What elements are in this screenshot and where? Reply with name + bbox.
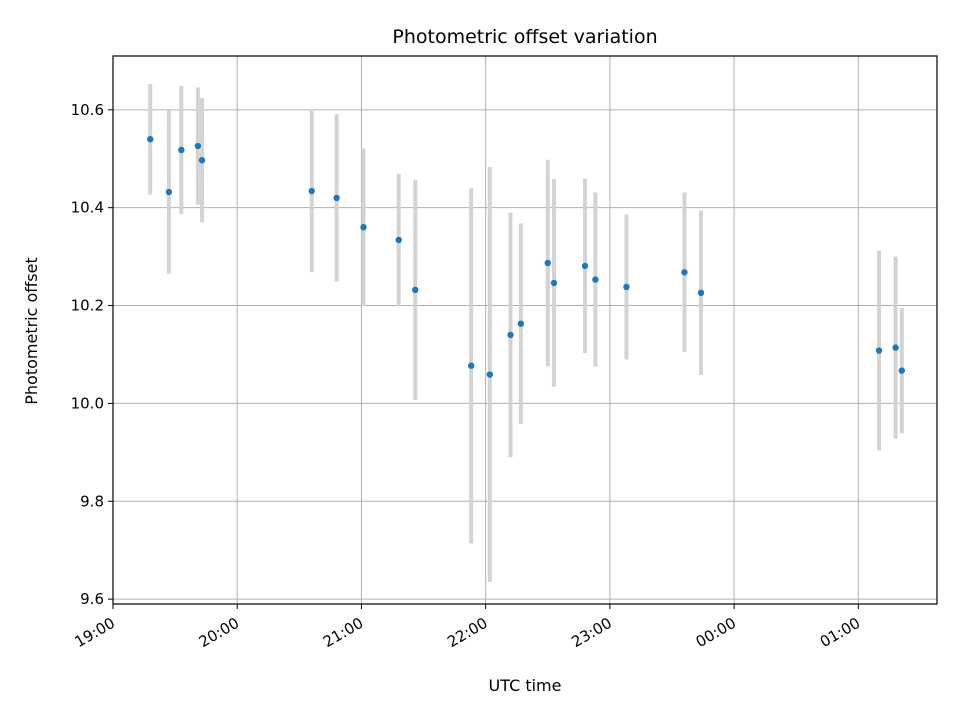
x-axis-label: UTC time: [489, 676, 562, 695]
data-point: [681, 269, 688, 276]
data-point: [592, 276, 599, 283]
grid: [112, 56, 937, 604]
errorbars: [148, 83, 904, 582]
data-points: [147, 135, 906, 378]
data-point: [486, 371, 494, 378]
data-point: [550, 279, 558, 287]
data-point: [198, 157, 206, 164]
y-tick-label: 9.6: [80, 590, 104, 608]
x-tick-label: 19:00: [72, 614, 118, 651]
data-point: [544, 259, 551, 267]
data-point: [467, 362, 475, 369]
y-tick-label: 10.0: [71, 394, 104, 412]
data-point: [517, 320, 525, 327]
data-point: [898, 367, 906, 374]
y-tick-label: 9.8: [80, 492, 104, 510]
data-point: [165, 188, 173, 196]
y-axis-label: Photometric offset: [22, 257, 41, 405]
data-point: [412, 286, 419, 294]
data-point: [178, 146, 185, 154]
data-point: [875, 347, 883, 354]
x-tick-label: 20:00: [196, 614, 242, 651]
data-point: [507, 331, 514, 339]
x-tick-label: 01:00: [817, 614, 863, 651]
x-tick-label: 21:00: [320, 614, 366, 651]
data-point: [395, 236, 402, 244]
x-tick-label: 23:00: [568, 614, 614, 651]
data-point: [147, 135, 154, 143]
data-point: [697, 289, 705, 297]
data-point: [360, 224, 367, 231]
y-ticks: 9.6 9.8 10.0 10.2 10.4 10.6: [71, 101, 113, 608]
y-tick-label: 10.2: [71, 297, 104, 315]
plot-frame: [112, 55, 938, 605]
x-ticks: 19:00 20:00 21:00 22:00 23:00 00:00 01:00: [72, 604, 863, 651]
chart-title: Photometric offset variation: [392, 26, 657, 48]
x-tick-label: 22:00: [444, 614, 490, 651]
data-point: [194, 142, 202, 150]
data-point: [623, 283, 630, 291]
data-point: [308, 187, 315, 195]
data-point: [333, 194, 340, 202]
x-tick-label: 00:00: [693, 614, 739, 651]
y-tick-label: 10.6: [71, 101, 104, 119]
data-point: [892, 344, 899, 351]
y-tick-label: 10.4: [71, 199, 104, 217]
data-point: [581, 262, 589, 270]
